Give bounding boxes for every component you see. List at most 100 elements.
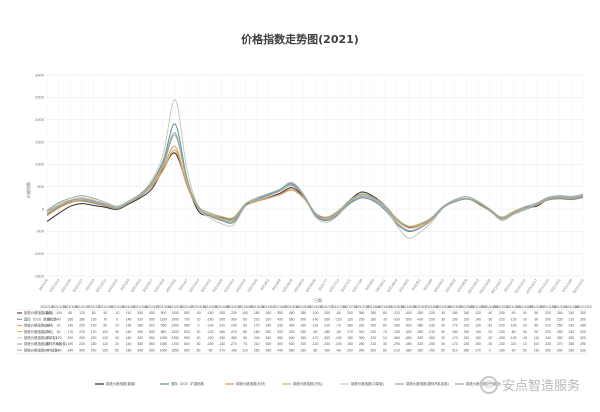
table-cell: -60 <box>45 342 50 346</box>
table-cell: -220 <box>428 311 435 315</box>
table-cell: 320 <box>137 317 143 321</box>
table-row-label: 钢铁价格指数(普钢) <box>24 310 53 315</box>
table-header-cell: 2021/8/11 <box>377 305 392 309</box>
table-cell: 340 <box>359 348 365 352</box>
table-cell: 150 <box>102 348 108 352</box>
x-tick-label: 2021/12/1 <box>550 278 562 293</box>
x-tick-label: 2021/1/27 <box>72 278 84 293</box>
table-cell: 150 <box>91 324 97 328</box>
table-cell: 1250 <box>160 336 168 340</box>
table-cell: -230 <box>428 324 435 328</box>
table-cell: -200 <box>323 311 330 315</box>
table-cell: -170 <box>312 336 319 340</box>
x-tick-label: 2021/7/21 <box>340 278 352 293</box>
table-cell: 40 <box>523 311 527 315</box>
table-cell: 190 <box>67 342 73 346</box>
table-cell: 180 <box>126 348 132 352</box>
table-cell: 500 <box>149 330 155 334</box>
y-tick-label: 1500 <box>35 139 45 144</box>
table-cell: 320 <box>266 317 272 321</box>
table-cell: 110 <box>103 342 109 346</box>
table-cell: -50 <box>336 330 341 334</box>
table-cell: 120 <box>79 311 85 315</box>
x-tick-label: 2021/8/18 <box>386 278 398 293</box>
table-cell: 130 <box>475 324 481 328</box>
table-row-label: 钢铁价格指数(长材) <box>24 323 53 328</box>
table-cell: 300 <box>580 311 586 315</box>
table-cell: 320 <box>277 330 283 334</box>
table-header-cell: 2021/1/27 <box>74 305 89 309</box>
table-cell: -280 <box>44 311 51 315</box>
table-cell: 30 <box>441 311 445 315</box>
table-cell: 530 <box>289 342 295 346</box>
table-cell: -360 <box>393 336 400 340</box>
table-cell: -220 <box>393 311 400 315</box>
table-cell: -120 <box>312 342 319 346</box>
table-row-label: 国际（DCI）矿钢指数 <box>24 316 58 321</box>
table-cell: 230 <box>464 342 470 346</box>
table-cell: 250 <box>370 324 376 328</box>
table-cell: -170 <box>218 348 225 352</box>
table-cell: -100 <box>55 311 62 315</box>
table-cell: -220 <box>498 324 505 328</box>
table-cell: 140 <box>475 317 481 321</box>
table-cell: 120 <box>56 336 62 340</box>
table-cell: 260 <box>580 317 586 321</box>
table-cell: 240 <box>464 330 470 334</box>
table-cell: 30 <box>441 342 445 346</box>
table-cell: 10 <box>383 336 387 340</box>
x-tick-label: 2021/11/24 <box>537 278 550 294</box>
table-header-cell: 2021/2/24 <box>109 305 124 309</box>
table-cell: -40 <box>336 348 341 352</box>
table-cell: 90 <box>535 317 539 321</box>
table-header-cell: 2021/9/15 <box>436 305 451 309</box>
table-cell: 150 <box>67 317 73 321</box>
table-header-cell: 2021/6/16 <box>284 305 299 309</box>
table-cell: 30 <box>197 342 201 346</box>
table-header-cell: 2021/6/30 <box>307 305 322 309</box>
table-cell: 580 <box>289 348 295 352</box>
table-cell: 250 <box>254 348 260 352</box>
table-cell: 60 <box>68 311 72 315</box>
table-cell: 110 <box>534 336 540 340</box>
table-cell: 210 <box>370 342 376 346</box>
table-cell: 170 <box>452 324 458 328</box>
table-cell: 300 <box>580 330 586 334</box>
table-header-cell: 2021/5/19 <box>238 305 253 309</box>
table-header-cell: 2021/3/24 <box>156 305 171 309</box>
table-cell: 200 <box>347 311 353 315</box>
table-cell: 560 <box>289 317 295 321</box>
table-cell: -110 <box>510 342 517 346</box>
table-cell: -380 <box>405 348 412 352</box>
x-tick-label: 2021/1/6 <box>38 278 49 291</box>
table-cell: -60 <box>511 348 516 352</box>
table-cell: -90 <box>313 330 318 334</box>
table-cell: 450 <box>289 324 295 328</box>
table-cell: 240 <box>464 336 470 340</box>
table-cell: -210 <box>230 330 237 334</box>
table-header-cell: 2021/9/8 <box>425 305 438 309</box>
table-cell: 170 <box>67 330 73 334</box>
y-axis-label: 价格指数 <box>25 182 31 198</box>
table-cell: -180 <box>498 348 505 352</box>
table-header-cell: 2021/7/21 <box>342 305 357 309</box>
table-cell: 330 <box>277 324 283 328</box>
table-header-cell: 2021/9/29 <box>459 305 474 309</box>
table-cell: -500 <box>405 317 412 321</box>
table-cell: -80 <box>511 330 516 334</box>
table-cell: -400 <box>405 311 412 315</box>
table-cell: 400 <box>277 342 283 346</box>
table-cell: 230 <box>545 342 551 346</box>
table-cell: -140 <box>312 317 319 321</box>
table-cell: 100 <box>534 342 540 346</box>
x-tick-label: 2021/8/4 <box>364 278 375 291</box>
table-cell: -40 <box>487 324 492 328</box>
table-header-cell: 2021/1/6 <box>40 305 53 309</box>
table-cell: 180 <box>452 330 458 334</box>
x-tick-label: 2021/12/15 <box>572 278 585 294</box>
table-cell: -480 <box>405 342 412 346</box>
table-cell: -120 <box>44 317 51 321</box>
table-cell: 260 <box>79 336 85 340</box>
table-cell: 10 <box>523 342 527 346</box>
table-cell: -220 <box>498 317 505 321</box>
